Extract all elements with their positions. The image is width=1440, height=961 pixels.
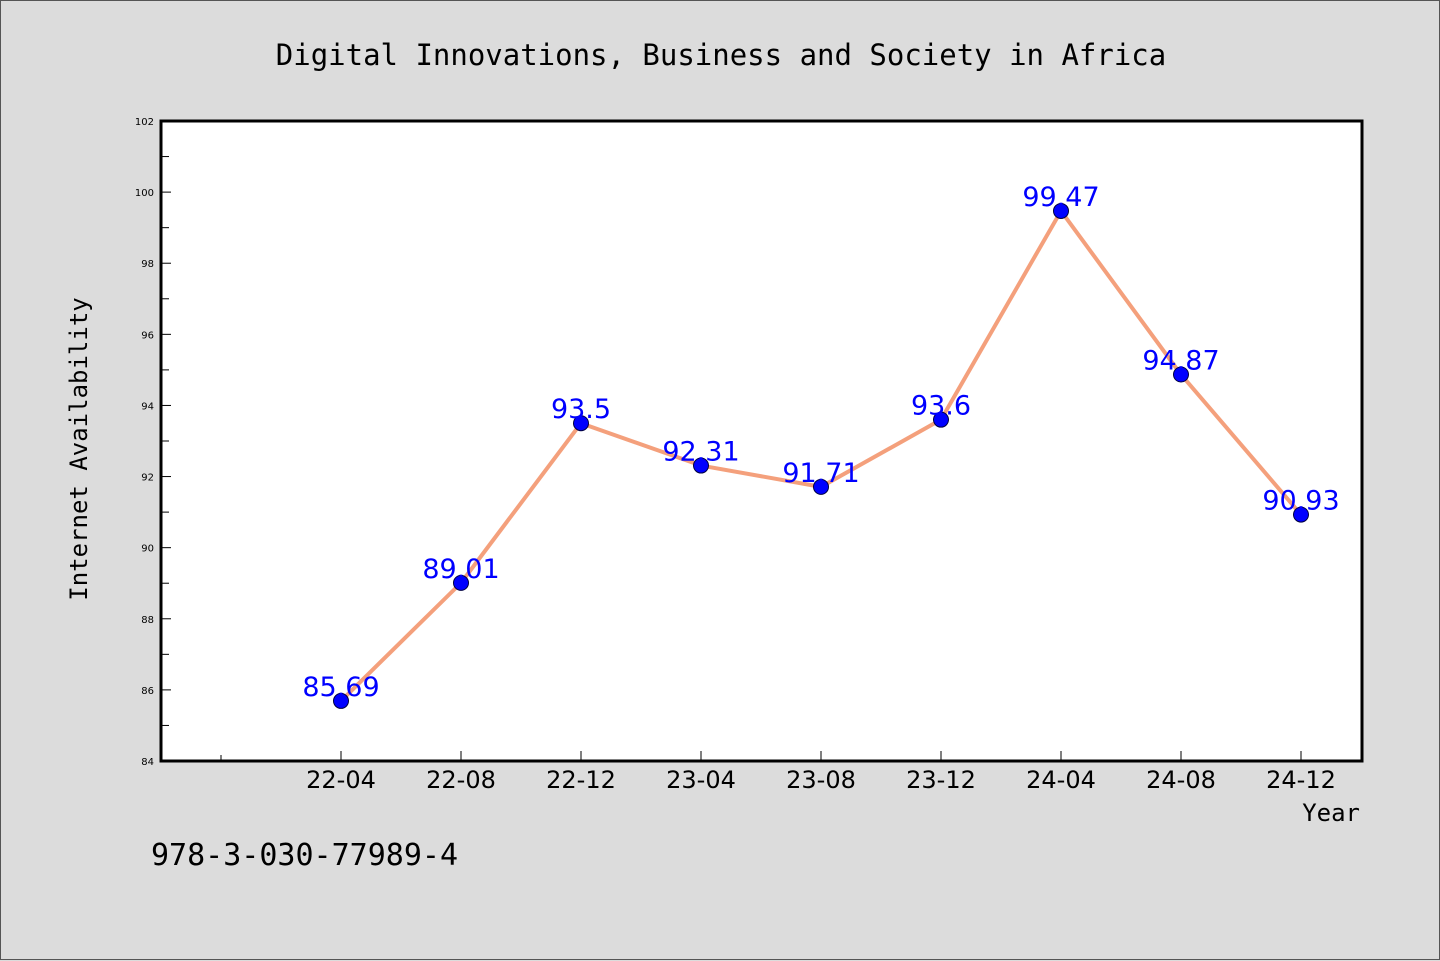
x-tick-label: 22-08 (426, 766, 496, 794)
data-value-label: 93.5 (551, 394, 611, 425)
y-tick-label: 102 (135, 117, 154, 128)
chart-title: Digital Innovations, Business and Societ… (276, 38, 1166, 72)
data-point-marker (453, 574, 469, 591)
data-value-label: 85.69 (302, 672, 379, 703)
x-axis: 22-04 22-08 22-12 23-04 23-08 23-12 24-04 24-08… (220, 751, 1336, 794)
x-axis-label: Year (1302, 799, 1360, 827)
data-value-label: 89.01 (422, 554, 499, 585)
y-tick-label: 90 (141, 544, 154, 555)
x-tick-label: 22-04 (306, 766, 376, 794)
y-tick-label: 96 (141, 330, 154, 341)
data-point-marker (1053, 202, 1069, 219)
y-tick-label: 100 (135, 188, 154, 199)
isbn-footnote: 978-3-030-77989-4 (151, 838, 458, 873)
data-value-label: 99.47 (1022, 182, 1099, 213)
y-axis-label: Internet Availability (65, 297, 93, 600)
data-value-label: 94.87 (1142, 346, 1219, 377)
data-point-marker (813, 478, 829, 495)
y-tick-label: 86 (141, 686, 154, 697)
data-point-marker (1173, 366, 1189, 383)
x-tick-label: 24-08 (1146, 766, 1216, 794)
y-tick-label: 92 (141, 473, 154, 484)
y-tick-label: 94 (141, 401, 154, 412)
y-tick-label: 84 (141, 757, 154, 768)
data-point-marker (573, 415, 589, 432)
y-tick-label: 98 (141, 259, 154, 270)
data-point-marker (693, 457, 709, 474)
data-point-marker (333, 692, 349, 709)
y-tick-label: 88 (141, 615, 154, 626)
y-axis: 84 86 88 90 92 94 96 98 100 102 (135, 117, 171, 768)
data-point-marker (1293, 506, 1309, 523)
x-tick-label: 23-04 (666, 766, 736, 794)
data-point-marker (933, 411, 949, 428)
data-value-label: 92.31 (662, 437, 739, 468)
data-value-label: 91.71 (782, 458, 859, 489)
x-tick-label: 22-12 (546, 766, 616, 794)
x-tick-label: 23-12 (906, 766, 976, 794)
x-tick-label: 23-08 (786, 766, 856, 794)
series-layer: 85.69 89.01 93.5 92.31 91.71 93.6 99.47 94.87 90… (302, 182, 1340, 709)
data-value-label: 93.6 (911, 391, 971, 422)
x-tick-label: 24-12 (1266, 766, 1336, 794)
x-tick-label: 24-04 (1026, 766, 1096, 794)
data-value-label: 90.93 (1262, 486, 1339, 517)
plot-area (159, 119, 1364, 763)
